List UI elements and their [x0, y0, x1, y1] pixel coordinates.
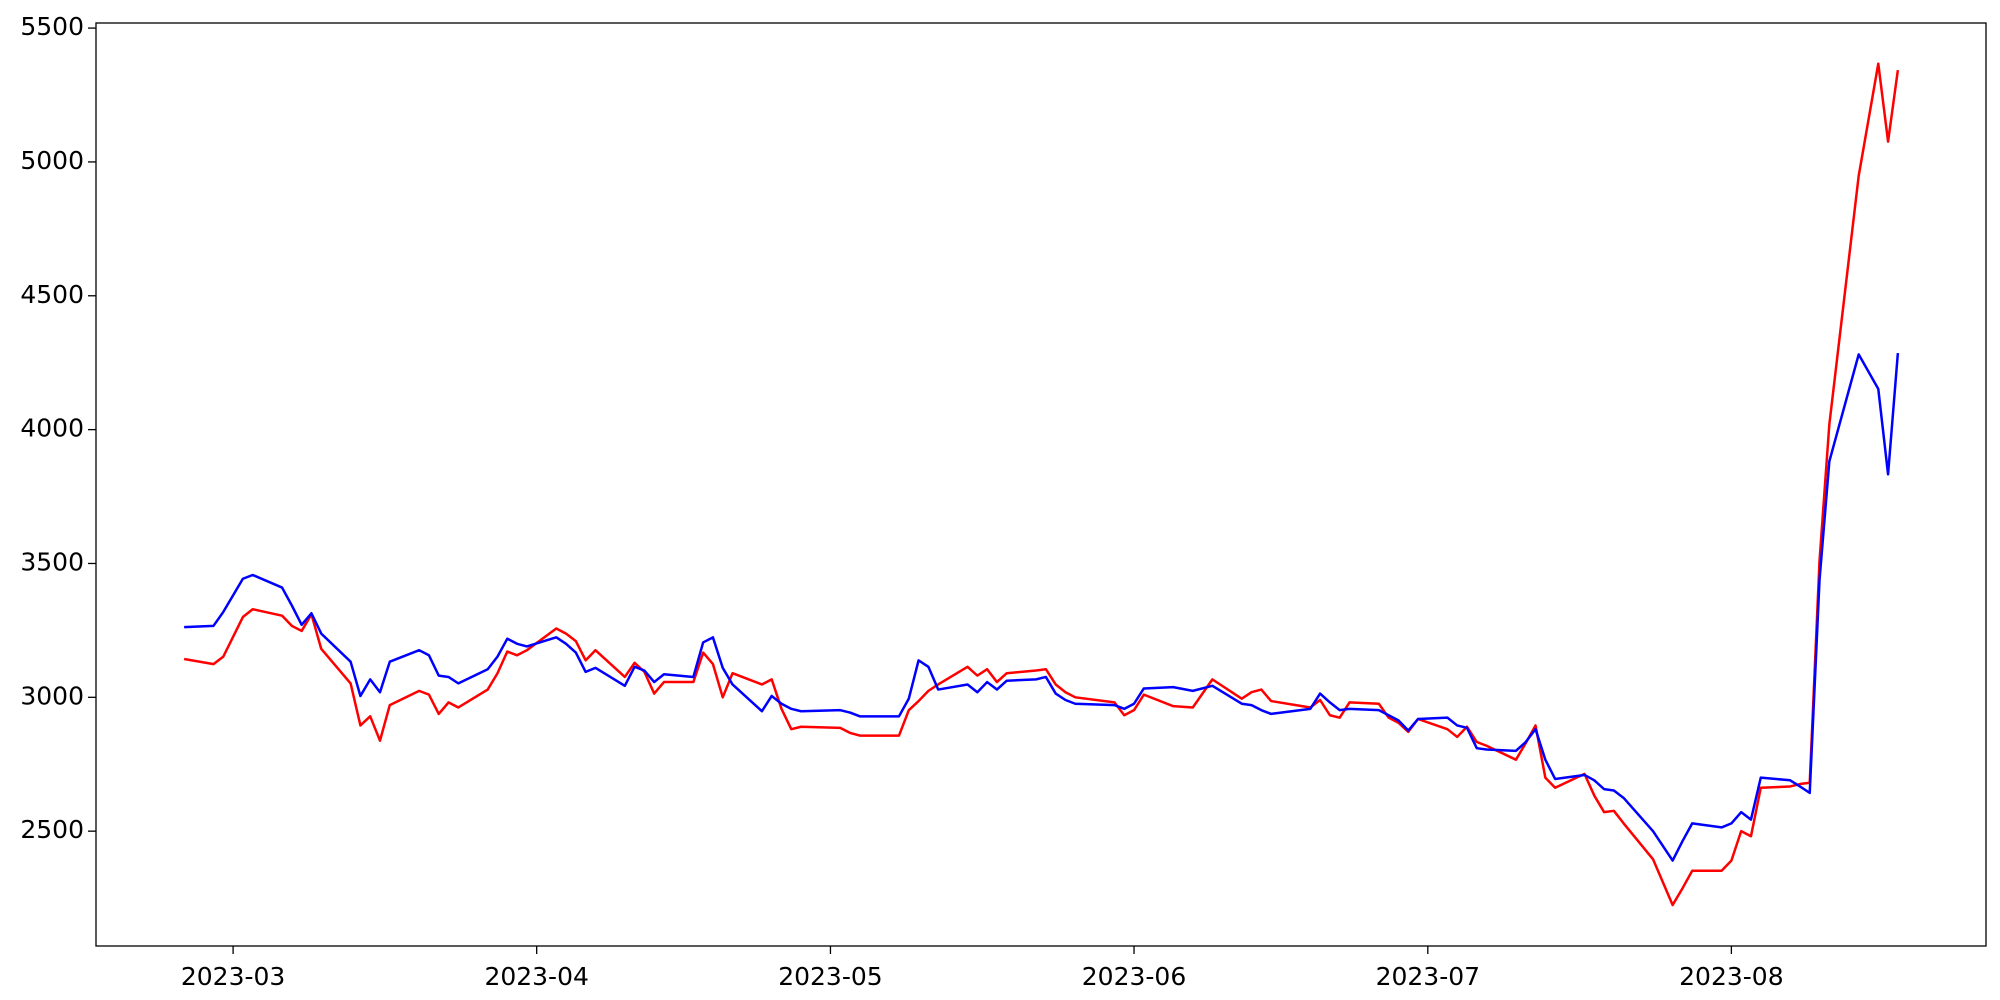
y-tick-label: 5500 [20, 12, 84, 41]
y-tick-label: 2500 [20, 815, 84, 844]
y-tick-label: 3500 [20, 547, 84, 576]
y-tick-label: 4500 [20, 280, 84, 309]
x-tick-label: 2023-04 [484, 962, 588, 991]
y-tick-label: 3000 [20, 681, 84, 710]
x-tick-label: 2023-06 [1082, 962, 1186, 991]
plot-frame [95, 22, 1987, 947]
x-tick-label: 2023-05 [778, 962, 882, 991]
x-tick-label: 2023-07 [1376, 962, 1480, 991]
series-line [183, 62, 1900, 907]
series-line [184, 352, 1900, 862]
y-tick-label: 4000 [20, 414, 84, 443]
x-tick-label: 2023-03 [181, 962, 285, 991]
x-tick-label: 2023-08 [1679, 962, 1783, 991]
y-tick-label: 5000 [20, 146, 84, 175]
